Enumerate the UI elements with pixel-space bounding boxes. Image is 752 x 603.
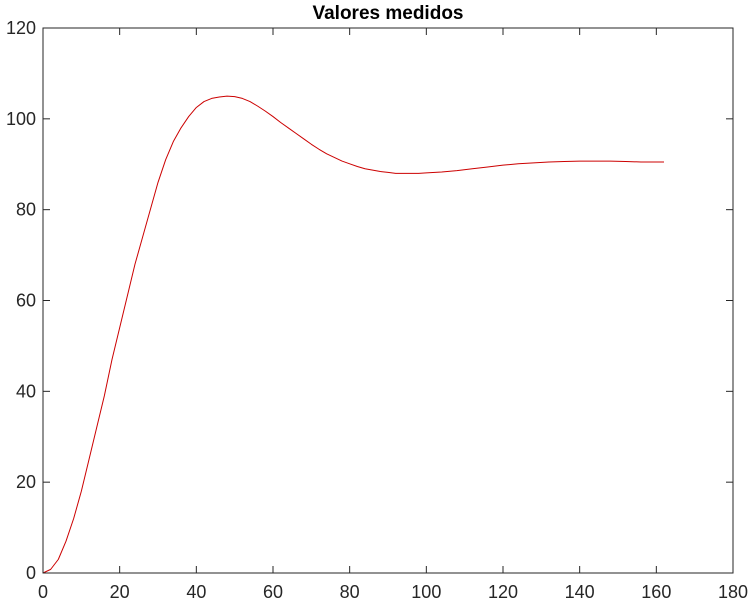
y-tick-label: 80 bbox=[16, 200, 36, 220]
y-tick-label: 0 bbox=[26, 563, 36, 583]
series-line bbox=[42, 95, 664, 574]
x-tick-label: 180 bbox=[718, 582, 748, 602]
x-tick-label: 160 bbox=[641, 582, 671, 602]
x-tick-label: 60 bbox=[263, 582, 283, 602]
x-tick-label: 20 bbox=[110, 582, 130, 602]
y-tick-label: 40 bbox=[16, 381, 36, 401]
x-tick-label: 40 bbox=[186, 582, 206, 602]
y-tick-label: 60 bbox=[16, 291, 36, 311]
plot-area bbox=[43, 28, 733, 573]
x-tick-label: 80 bbox=[340, 582, 360, 602]
y-tick-label: 120 bbox=[6, 18, 36, 38]
y-tick-label: 20 bbox=[16, 472, 36, 492]
x-tick-label: 100 bbox=[411, 582, 441, 602]
chart-title: Valores medidos bbox=[312, 3, 463, 24]
tick-layer: 0 20 40 60 80 100 120 140 160 180 0 20 40 60 80 100 120 bbox=[6, 18, 748, 602]
x-tick-label: 140 bbox=[565, 582, 595, 602]
x-tick-label: 0 bbox=[38, 582, 48, 602]
y-tick-label: 100 bbox=[6, 109, 36, 129]
x-tick-label: 120 bbox=[488, 582, 518, 602]
series-layer bbox=[42, 95, 664, 574]
